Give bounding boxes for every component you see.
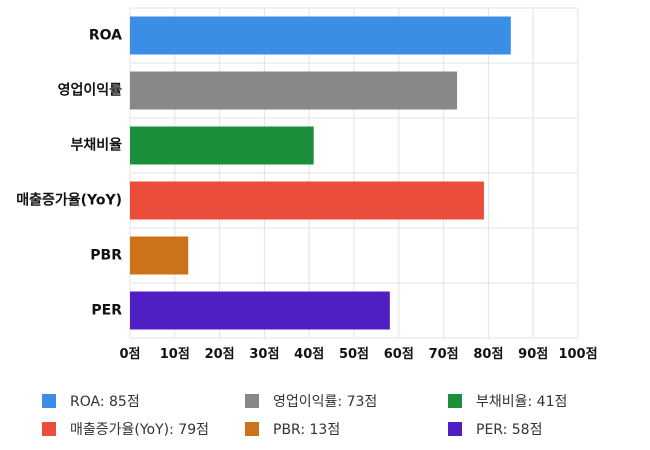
- legend-item-debt-ratio[interactable]: 부채비율: 41점: [448, 391, 638, 411]
- legend-item-operating-margin[interactable]: 영업이익률: 73점: [245, 391, 448, 411]
- bar[interactable]: [130, 181, 484, 220]
- legend-label: 부채비율: 41점: [476, 394, 568, 410]
- x-tick-label: 30점: [249, 347, 279, 362]
- bar[interactable]: [130, 126, 314, 165]
- x-tick-label: 100점: [558, 347, 597, 362]
- legend-swatch: [448, 394, 462, 408]
- legend-label: 영업이익률: 73점: [273, 394, 378, 410]
- x-tick-labels: 0점 10점 20점 30점 40점 50점 60점 70점 80점 90점 100점: [119, 347, 597, 362]
- category-label: 매출증가율(YoY): [16, 192, 122, 209]
- category-label: PER: [91, 303, 122, 319]
- x-tick-label: 50점: [339, 347, 369, 362]
- x-tick-label: 80점: [473, 347, 503, 362]
- category-label: PBR: [90, 248, 122, 264]
- legend-swatch: [42, 422, 56, 436]
- x-tick-label: 0점: [119, 347, 140, 362]
- legend-item-roa[interactable]: ROA: 85점: [42, 391, 245, 411]
- legend: ROA: 85점 영업이익률: 73점 부채비율: 41점 매출증가율(YoY)…: [42, 391, 642, 439]
- bar[interactable]: [130, 291, 390, 330]
- category-label: 부채비율: [70, 137, 122, 154]
- bar[interactable]: [130, 71, 458, 110]
- grid: [129, 7, 579, 339]
- legend-item-sales-growth[interactable]: 매출증가율(YoY): 79점: [42, 419, 245, 439]
- legend-swatch: [448, 422, 462, 436]
- x-tick-label: 60점: [384, 347, 414, 362]
- bars: [130, 16, 511, 330]
- x-tick-label: 20점: [205, 347, 235, 362]
- category-label: 영업이익률: [58, 82, 123, 99]
- legend-label: ROA: 85점: [70, 394, 140, 410]
- legend-swatch: [245, 394, 259, 408]
- legend-item-pbr[interactable]: PBR: 13점: [245, 419, 448, 439]
- category-label: ROA: [89, 28, 122, 44]
- legend-swatch: [42, 394, 56, 408]
- x-tick-label: 40점: [294, 347, 324, 362]
- x-tick-label: 90점: [518, 347, 548, 362]
- bar[interactable]: [130, 16, 511, 55]
- legend-label: PBR: 13점: [273, 422, 341, 438]
- legend-item-per[interactable]: PER: 58점: [448, 419, 638, 439]
- legend-swatch: [245, 422, 259, 436]
- legend-label: 매출증가율(YoY): 79점: [70, 422, 209, 438]
- bar[interactable]: [130, 236, 189, 275]
- legend-label: PER: 58점: [476, 422, 543, 438]
- x-tick-label: 10점: [160, 347, 190, 362]
- x-tick-label: 70점: [429, 347, 459, 362]
